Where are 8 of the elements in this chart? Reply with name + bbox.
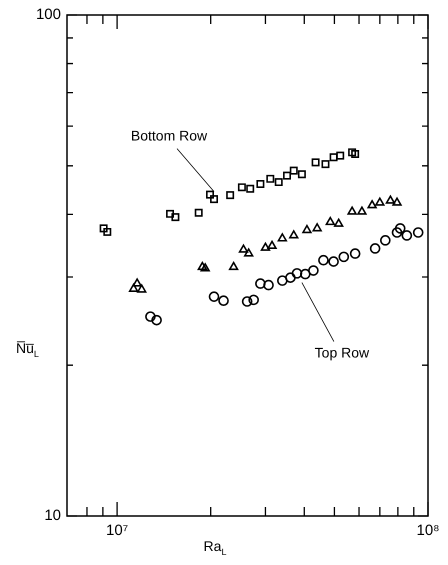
annotation: Top Row xyxy=(314,344,370,360)
x-tick-label: 10⁸ xyxy=(416,522,440,540)
y-tick-label: 100 xyxy=(36,6,61,24)
x-axis-title: Ra$_{L}$ xyxy=(202,538,228,557)
y-tick-label: 10 xyxy=(44,507,61,524)
x-tick-label: 10⁷ xyxy=(106,522,128,540)
annotation: Bottom Row xyxy=(130,127,208,144)
y-axis-title: N̅u̅$_{L}$ xyxy=(16,340,39,359)
